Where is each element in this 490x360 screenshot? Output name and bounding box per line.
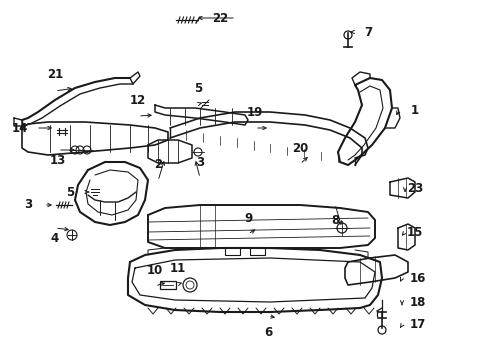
Text: 14: 14 bbox=[12, 122, 28, 135]
Text: 16: 16 bbox=[410, 271, 426, 284]
Text: 10: 10 bbox=[147, 264, 163, 276]
Text: 3: 3 bbox=[196, 156, 204, 168]
Text: 6: 6 bbox=[264, 325, 272, 338]
Text: 7: 7 bbox=[364, 26, 372, 39]
Text: 5: 5 bbox=[66, 185, 74, 198]
Text: 23: 23 bbox=[407, 181, 423, 194]
Text: 22: 22 bbox=[212, 12, 228, 24]
Text: 12: 12 bbox=[130, 94, 146, 107]
Text: 17: 17 bbox=[410, 319, 426, 332]
Text: 15: 15 bbox=[407, 225, 423, 238]
Text: 8: 8 bbox=[331, 213, 339, 226]
Text: 9: 9 bbox=[244, 211, 252, 225]
Text: 3: 3 bbox=[24, 198, 32, 211]
Text: 5: 5 bbox=[194, 81, 202, 94]
Text: 18: 18 bbox=[410, 296, 426, 309]
Text: 19: 19 bbox=[247, 105, 263, 118]
Text: 2: 2 bbox=[154, 158, 162, 171]
Text: 4: 4 bbox=[51, 231, 59, 244]
Text: 20: 20 bbox=[292, 141, 308, 154]
Bar bbox=[160, 281, 176, 289]
Text: 1: 1 bbox=[411, 104, 419, 117]
Text: 21: 21 bbox=[47, 68, 63, 81]
Text: 13: 13 bbox=[50, 153, 66, 166]
Text: 11: 11 bbox=[170, 261, 186, 274]
